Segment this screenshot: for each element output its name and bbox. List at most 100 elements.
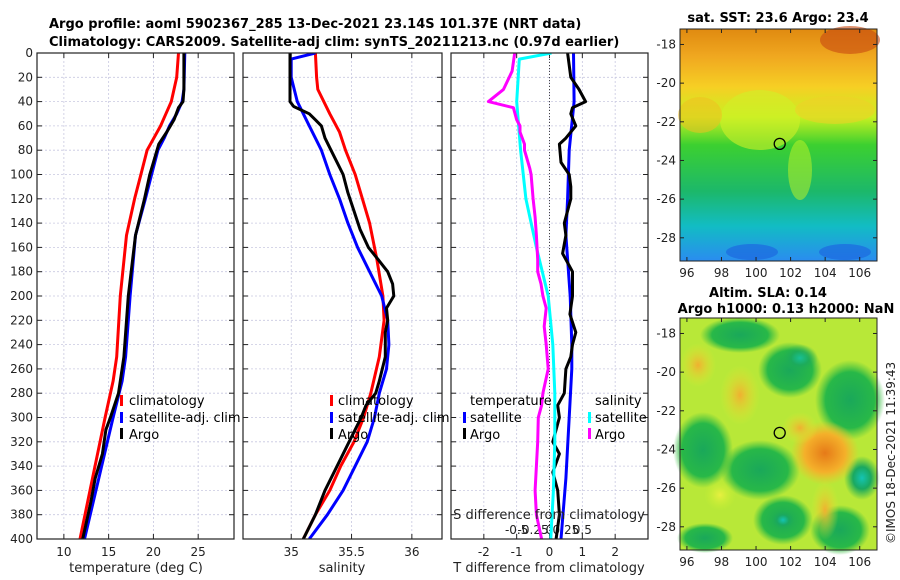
legend-label-s-satellite: satellite <box>595 411 647 426</box>
imos-credit: ©IMOS 18-Dec-2021 11:39:43 <box>884 362 898 544</box>
map-ytick-label: -18 <box>656 326 676 340</box>
sst-map <box>678 26 880 262</box>
ytick-label: 360 <box>10 483 33 497</box>
xtick-label: 10 <box>56 545 71 559</box>
sla-map <box>673 317 885 555</box>
sla-high-patch <box>782 412 818 444</box>
series-group <box>78 53 187 539</box>
xtick-label: -2 <box>478 545 490 559</box>
sst-warm-patch <box>820 26 880 54</box>
ytick-label: 0 <box>25 46 33 60</box>
sst-map-frame <box>679 28 878 262</box>
legend-label-argo: Argo <box>338 428 368 443</box>
map-xtick-label: 102 <box>779 555 802 569</box>
sst-front-patch <box>788 140 812 200</box>
sla-map-axes: 96 98 100 102 104 106 -18 -20 -22 -24 -26 -28 <box>656 318 877 569</box>
legend-title-temperature: temperature <box>470 394 552 409</box>
map-xtick-label: 106 <box>848 266 871 280</box>
xtick-label: 35 <box>284 545 299 559</box>
sst-map-axes: 96 98 100 102 104 106 -18 -20 -22 -24 -26 -28 <box>656 29 877 280</box>
legend-label-satellite: satellite-adj. clim <box>338 411 450 426</box>
sla-high-patch <box>811 480 839 540</box>
map-xtick-label: 100 <box>745 555 768 569</box>
sla-low-patch <box>673 412 733 488</box>
xtick-label: 25 <box>191 545 206 559</box>
xtick-label: 15 <box>101 545 116 559</box>
ytick-label: 20 <box>18 70 33 84</box>
temperature-legend: climatology satellite-adj. clim Argo <box>120 394 241 443</box>
ytick-label: 400 <box>10 532 33 546</box>
legend-label-satellite: satellite-adj. clim <box>129 411 241 426</box>
legend-swatch-argo <box>330 428 333 439</box>
xtick-label: 2 <box>611 545 619 559</box>
map-xtick-label: 96 <box>679 266 694 280</box>
series-line-climatology <box>78 53 180 539</box>
ytick-label: 40 <box>18 95 33 109</box>
tdiff-xlabel: T difference from climatology <box>452 561 645 576</box>
map-xtick-label: 98 <box>714 266 729 280</box>
argo-location-marker <box>773 426 786 439</box>
ytick-label: 160 <box>10 240 33 254</box>
xtick-label: 20 <box>146 545 161 559</box>
legend-swatch-satellite <box>330 412 333 423</box>
map-xtick-label: 102 <box>779 266 802 280</box>
series-line-climatology <box>301 53 386 539</box>
sst-cold-patch <box>819 244 871 260</box>
map-xtick-label: 104 <box>814 266 837 280</box>
legend-label-climatology: climatology <box>129 394 205 409</box>
map-ytick-label: -28 <box>656 520 676 534</box>
panel-frame <box>242 52 443 540</box>
map-ytick-label: -26 <box>656 192 676 206</box>
ytick-label: 260 <box>10 362 33 376</box>
s-xtick-label: -0.25 <box>518 523 549 537</box>
sst-map-title: sat. SST: 23.6 Argo: 23.4 <box>687 11 868 26</box>
s-xtick-label: -0.5 <box>505 523 528 537</box>
xtick-label: 0 <box>546 545 554 559</box>
series-group <box>486 53 588 539</box>
ytick-label: 200 <box>10 289 33 303</box>
xtick-label: -1 <box>511 545 523 559</box>
legend-label-argo: Argo <box>129 428 159 443</box>
legend-swatch-satellite <box>120 412 123 423</box>
ytick-label: 300 <box>10 411 33 425</box>
salinity-panel: 35 35.5 36 <box>242 52 443 559</box>
figure-title-line2: Climatology: CARS2009. Satellite-adj cli… <box>49 35 619 50</box>
map-ytick-label: -18 <box>656 37 676 51</box>
series-line-argo <box>288 53 396 539</box>
sst-warm-tongue <box>795 96 875 124</box>
map-xtick-label: 100 <box>745 266 768 280</box>
xtick-label: 35.5 <box>338 545 365 559</box>
ytick-label: 340 <box>10 459 33 473</box>
ytick-label: 280 <box>10 386 33 400</box>
map-ytick-label: -22 <box>656 115 676 129</box>
legend-swatch-climatology <box>330 395 333 406</box>
difference-legend: temperature satellite Argo salinity sate… <box>463 394 647 443</box>
map-ytick-label: -26 <box>656 481 676 495</box>
panel-frame <box>450 52 649 540</box>
legend-swatch-t-satellite <box>463 412 466 423</box>
series-line-s-satellite <box>515 53 557 539</box>
s-xtick-label: 0 <box>546 523 554 537</box>
ytick-label: 60 <box>18 119 33 133</box>
legend-label-climatology: climatology <box>338 394 414 409</box>
temperature-panel: 0 20 40 60 80 100 120 140 160 180 200 220 240 260 280 3… <box>10 46 235 559</box>
legend-label-t-satellite: satellite <box>470 411 522 426</box>
series-line-s-argo <box>486 53 550 539</box>
legend-swatch-t-argo <box>463 428 466 439</box>
ytick-label: 80 <box>18 143 33 157</box>
map-ytick-label: -20 <box>656 76 676 90</box>
legend-swatch-s-argo <box>588 428 591 439</box>
xtick-label: 36 <box>404 545 419 559</box>
figure-title-line1: Argo profile: aoml 5902367_285 13-Dec-20… <box>49 17 581 32</box>
series-group <box>288 53 396 539</box>
ytick-label: 140 <box>10 216 33 230</box>
map-xtick-label: 96 <box>679 555 694 569</box>
ytick-label: 100 <box>10 168 33 182</box>
legend-label-t-argo: Argo <box>470 428 500 443</box>
ytick-label: 120 <box>10 192 33 206</box>
map-ytick-label: -24 <box>656 153 676 167</box>
sla-low-patch <box>677 523 733 553</box>
sla-mid-patch <box>704 479 736 511</box>
salinity-legend: climatology satellite-adj. clim Argo <box>330 394 450 443</box>
